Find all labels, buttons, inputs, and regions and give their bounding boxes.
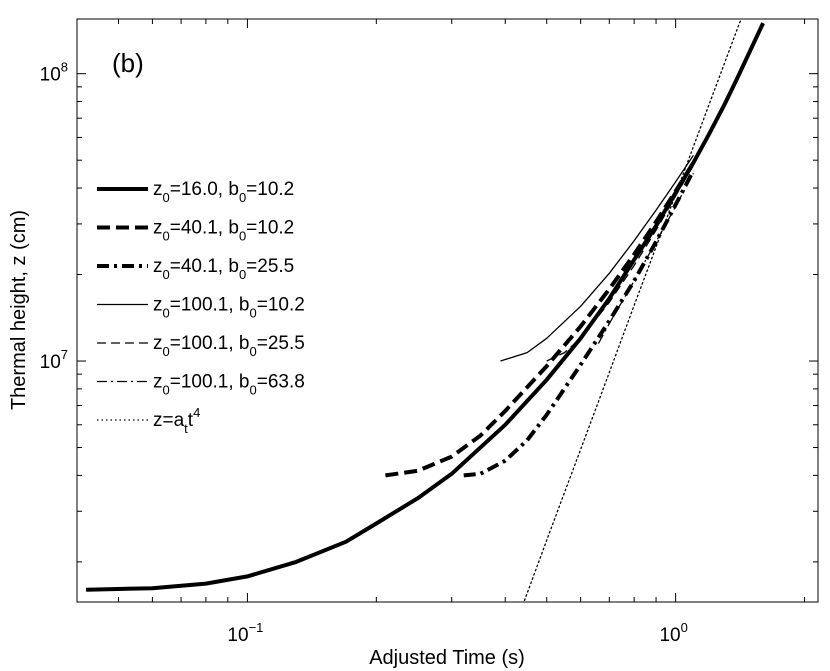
legend-label: z0=100.1, b0=10.2 xyxy=(153,295,305,321)
series-line xyxy=(86,22,765,592)
legend-label: z0=40.1, b0=25.5 xyxy=(153,256,294,282)
series-line xyxy=(385,161,696,478)
series-line xyxy=(523,19,742,602)
series-line xyxy=(500,154,694,362)
series-line xyxy=(597,172,694,344)
legend: z0=16.0, b0=10.2 z0=40.1, b0=10.2 z0=40.1,… xyxy=(97,179,305,436)
legend-label: z=att4 xyxy=(153,405,200,436)
panel-label: (b) xyxy=(112,48,144,78)
y-tick-label: 108 xyxy=(40,60,68,86)
y-tick-label: 107 xyxy=(40,347,68,373)
legend-label: z0=100.1, b0=25.5 xyxy=(153,333,305,359)
legend-label: z0=100.1, b0=63.8 xyxy=(153,372,305,398)
y-axis-label: Thermal height, z (cm) xyxy=(8,210,30,410)
legend-label: z0=16.0, b0=10.2 xyxy=(153,179,294,205)
series-layer xyxy=(86,19,765,602)
x-axis-label: Adjusted Time (s) xyxy=(369,647,525,669)
legend-label: z0=40.1, b0=10.2 xyxy=(153,218,294,244)
ticks: 10−1 100 107 108 xyxy=(40,19,818,646)
x-tick-label: 10−1 xyxy=(227,620,263,646)
x-tick-label: 100 xyxy=(659,620,687,646)
plot-area xyxy=(76,18,819,603)
